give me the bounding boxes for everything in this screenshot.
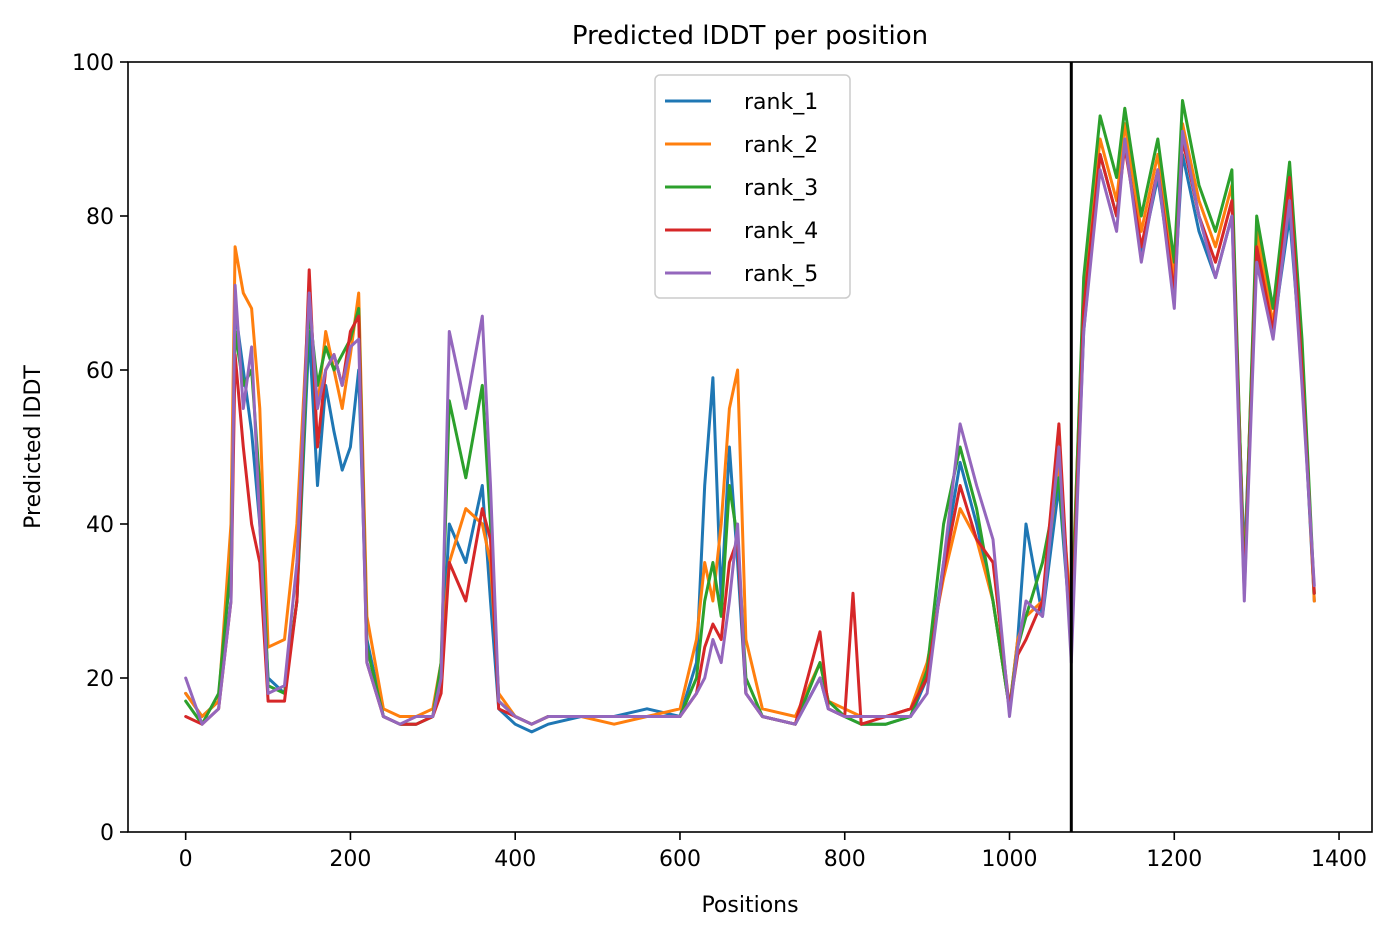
y-tick-label: 100 [72,51,114,76]
x-tick-label: 200 [329,847,371,872]
y-axis-label: Predicted lDDT [21,365,46,529]
legend-label: rank_3 [744,176,818,201]
y-tick-label: 80 [86,205,114,230]
x-tick-label: 1400 [1311,847,1367,872]
x-tick-label: 400 [494,847,536,872]
chart-title: Predicted lDDT per position [572,21,928,51]
x-tick-label: 0 [179,847,193,872]
legend-label: rank_2 [744,133,818,158]
legend-label: rank_1 [744,90,818,115]
x-tick-label: 1200 [1146,847,1202,872]
x-axis: 0 200 400 600 800 1000 1200 1400 [179,832,1367,872]
plot-frame [127,61,1373,833]
series-line-rank-2 [184,122,1316,726]
x-tick-label: 800 [824,847,866,872]
y-tick-label: 60 [86,359,114,384]
legend: rank_1 rank_2 rank_3 rank_4 rank_5 [654,74,851,299]
series-layer [184,99,1316,734]
y-tick-label: 40 [86,513,114,538]
series-line-rank-5 [184,129,1316,726]
legend-label: rank_4 [744,219,818,244]
legend-box [654,74,851,299]
x-axis-label: Positions [701,893,798,918]
x-tick-label: 600 [659,847,701,872]
y-axis: 0 20 40 60 80 100 [72,51,128,846]
y-tick-label: 20 [86,667,114,692]
x-tick-label: 1000 [982,847,1038,872]
y-tick-label: 0 [100,821,114,846]
series-line-rank-3 [184,99,1316,726]
legend-label: rank_5 [744,262,818,287]
